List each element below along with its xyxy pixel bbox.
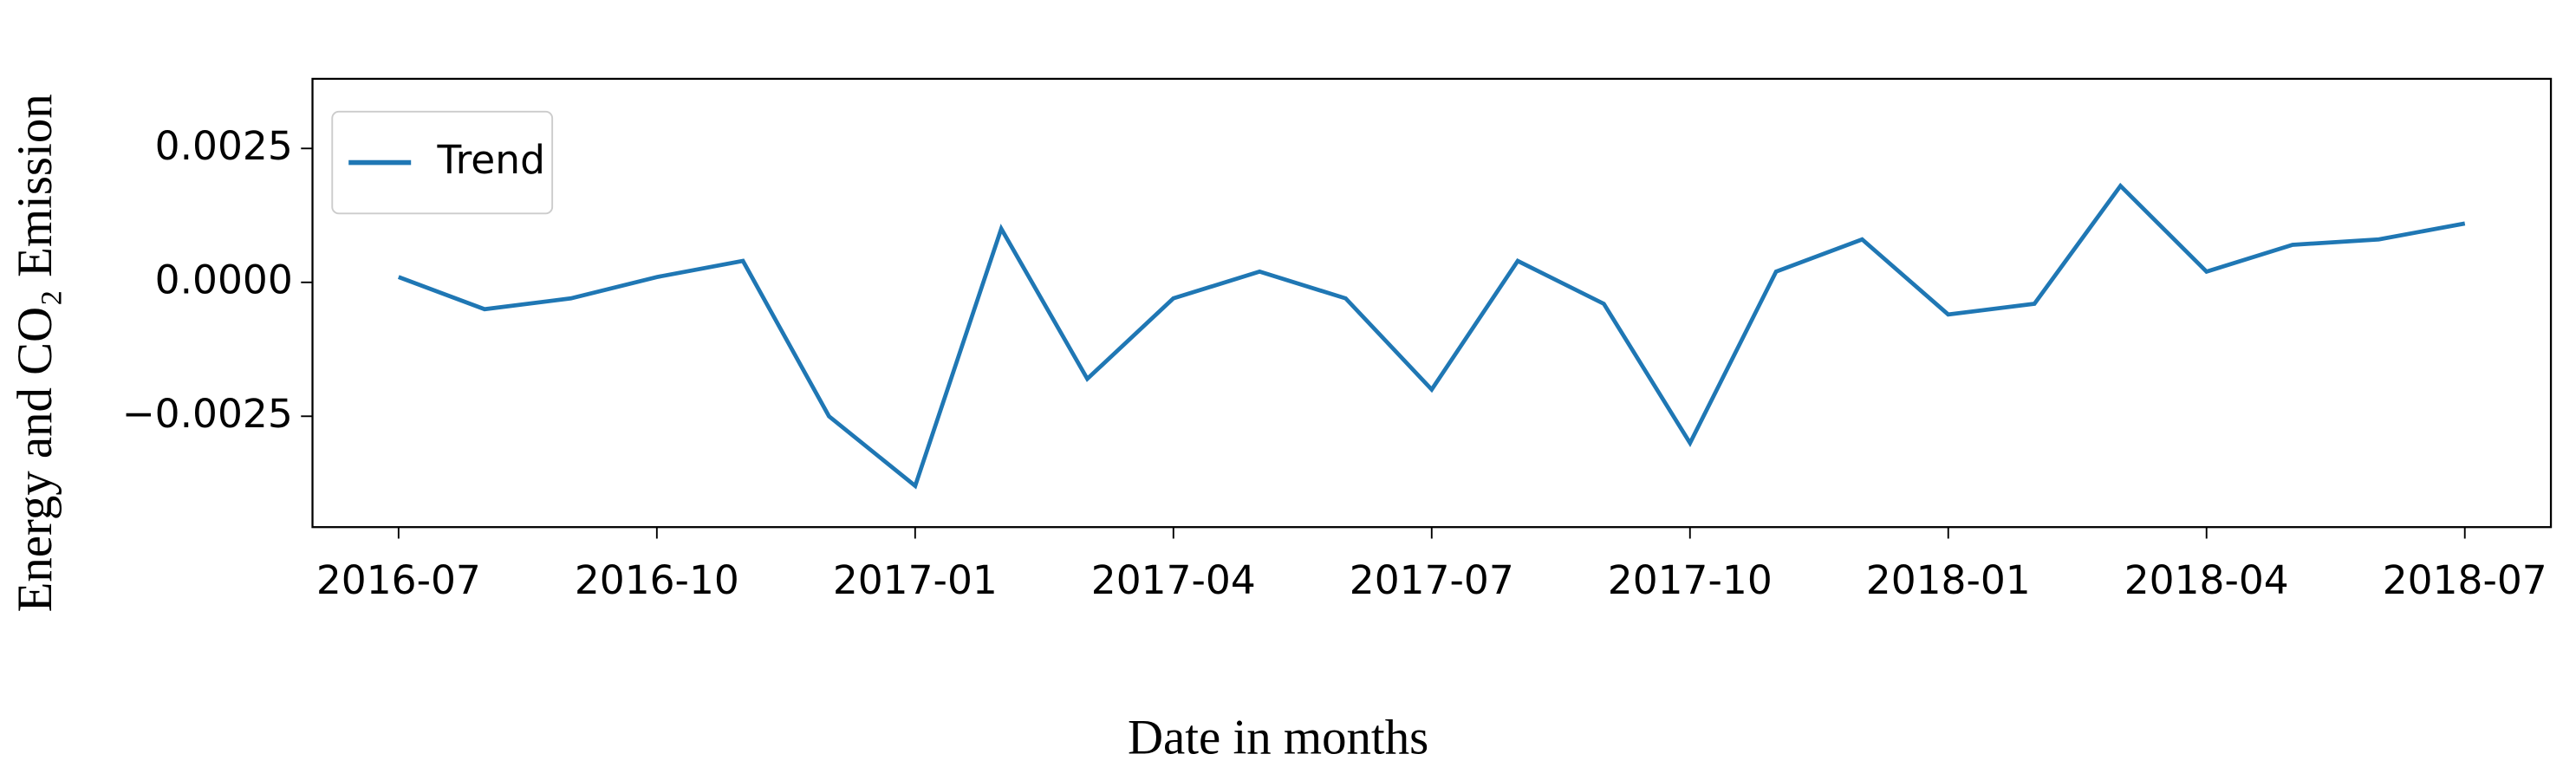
x-tick-label: 2017-04 xyxy=(1091,557,1256,603)
x-tick-label: 2016-07 xyxy=(316,557,481,603)
legend-label: Trend xyxy=(437,137,545,183)
x-tick-label: 2018-04 xyxy=(2124,557,2289,603)
y-axis-label: Energy and CO₂ Emission xyxy=(8,94,62,612)
x-tick-label: 2016-10 xyxy=(575,557,739,603)
x-tick-label: 2017-01 xyxy=(833,557,998,603)
y-tick-label: 0.0000 xyxy=(155,257,293,302)
legend-box xyxy=(331,110,554,215)
x-tick-label: 2017-07 xyxy=(1350,557,1514,603)
x-tick-label: 2018-07 xyxy=(2383,557,2547,603)
y-tick-label: 0.0025 xyxy=(155,123,293,169)
x-tick-label: 2017-10 xyxy=(1608,557,1773,603)
x-tick-label: 2018-01 xyxy=(1866,557,2031,603)
plot-frame xyxy=(311,77,2553,529)
x-axis-label: Date in months xyxy=(1128,710,1428,764)
y-tick-label: −0.0025 xyxy=(122,391,293,437)
trend-line xyxy=(397,182,2466,490)
